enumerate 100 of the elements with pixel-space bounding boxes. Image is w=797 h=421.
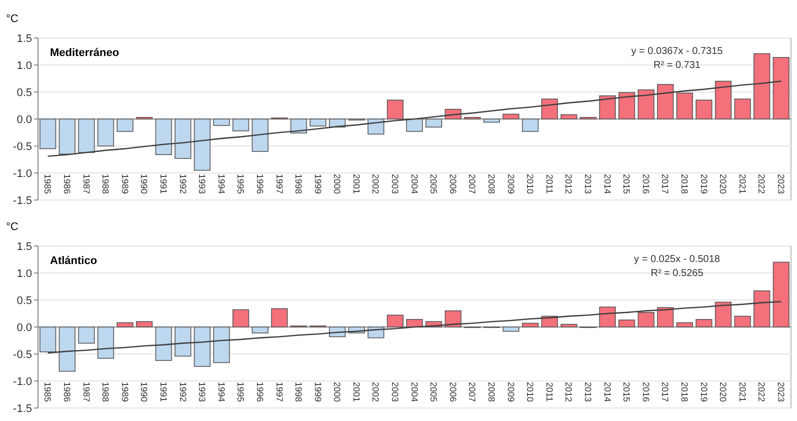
x-tick-label: 2019	[698, 382, 709, 402]
x-tick-label: 2019	[698, 174, 709, 194]
text: Atlántico	[50, 255, 98, 267]
x-tick-label: 1985	[42, 174, 53, 194]
bar	[618, 320, 636, 328]
bar	[386, 100, 404, 120]
bar	[290, 118, 308, 134]
bar	[174, 118, 192, 159]
bar	[696, 319, 712, 328]
bar	[522, 322, 539, 328]
bar	[522, 118, 539, 132]
bar	[599, 95, 616, 120]
x-tick-label: 2008	[486, 174, 497, 194]
bar	[772, 57, 790, 120]
x-tick-label: 2010	[525, 382, 536, 402]
bar	[40, 118, 56, 150]
x-tick-label: 1990	[139, 382, 150, 402]
x-tick-label: 2013	[583, 382, 594, 402]
x-tick-label: 2002	[370, 174, 381, 194]
x-tick-label: 1986	[62, 174, 72, 194]
x-tick-label: 1994	[216, 382, 226, 402]
x-tick-label: 1997	[274, 174, 284, 194]
x-tick-label: 2013	[583, 174, 594, 194]
bar	[657, 307, 674, 328]
bar	[444, 310, 462, 328]
x-tick-label: 2017	[660, 174, 670, 194]
x-tick-label: 2016	[640, 174, 651, 194]
x-tick-label: 2012	[564, 382, 574, 402]
x-tick-label: 2015	[622, 174, 632, 194]
x-tick-label: 2015	[622, 382, 632, 402]
x-tick-label: 2020	[718, 174, 728, 194]
y-axis-title: °C	[6, 221, 18, 233]
bar	[676, 322, 693, 328]
y-tick-label: 1.0	[16, 60, 32, 72]
bar	[368, 118, 384, 135]
bar	[174, 326, 192, 357]
bar	[425, 118, 442, 128]
bar	[310, 118, 326, 126]
x-tick-label: 2002	[370, 382, 381, 402]
x-tick-label: 1991	[158, 382, 168, 402]
bar	[754, 290, 770, 328]
bar	[638, 312, 654, 328]
x-tick-label: 1995	[236, 174, 246, 194]
bar	[155, 118, 172, 156]
x-tick-label: 1992	[178, 382, 188, 402]
y-tick-label: -0.5	[13, 140, 32, 153]
x-tick-label: 1985	[42, 382, 53, 402]
y-tick-label: -1.5	[13, 194, 32, 207]
bar	[406, 319, 423, 328]
y-tick-label: -0.5	[13, 348, 32, 361]
bar	[618, 92, 636, 120]
x-tick-label: 2006	[448, 174, 458, 194]
bar	[213, 118, 230, 126]
bar	[194, 326, 211, 367]
x-tick-label: 2000	[332, 382, 342, 402]
x-tick-label: 2004	[409, 174, 420, 194]
bar	[696, 100, 712, 120]
x-tick-label: 1999	[312, 174, 323, 194]
bar	[97, 118, 114, 146]
x-tick-label: 1994	[216, 174, 226, 194]
bar	[714, 80, 732, 120]
x-tick-label: 1988	[100, 174, 111, 194]
y-tick-label: 1.5	[16, 32, 32, 45]
x-tick-label: 1996	[254, 174, 265, 194]
bar	[560, 324, 578, 328]
bar	[252, 118, 268, 152]
x-tick-label: 1986	[62, 382, 72, 402]
x-tick-label: 1996	[254, 382, 265, 402]
x-tick-label: 1987	[81, 174, 92, 194]
bar	[502, 114, 520, 120]
x-tick-label: 1990	[139, 174, 150, 194]
y-tick-label: 0.0	[16, 114, 32, 126]
bar	[78, 118, 95, 153]
x-tick-label: 1992	[178, 174, 188, 194]
x-tick-label: 2020	[718, 382, 728, 402]
x-tick-label: 2022	[756, 174, 767, 194]
x-tick-label: 1987	[81, 382, 92, 402]
x-tick-label: 1995	[236, 382, 246, 402]
x-tick-label: 2009	[506, 382, 516, 402]
y-tick-label: -1.0	[13, 376, 32, 388]
x-tick-label: 2012	[564, 174, 574, 194]
bar	[213, 326, 230, 364]
x-tick-label: 1993	[197, 382, 208, 402]
bar	[502, 326, 520, 332]
x-tick-label: 2023	[776, 382, 786, 402]
x-tick-label: 1988	[100, 382, 111, 402]
bar	[560, 114, 578, 120]
x-tick-label: 1997	[274, 382, 284, 402]
text: Mediterráneo	[50, 47, 120, 59]
x-tick-label: 2014	[602, 382, 612, 402]
bar	[58, 118, 76, 154]
x-tick-label: 1989	[120, 174, 130, 194]
y-tick-label: 1.5	[16, 240, 32, 253]
x-tick-label: 2022	[756, 382, 767, 402]
bar	[676, 92, 693, 120]
x-tick-label: 2001	[351, 174, 362, 194]
x-tick-label: 2023	[776, 174, 786, 194]
y-tick-label: 0.5	[16, 86, 32, 99]
line-series	[47, 80, 782, 157]
bar	[58, 326, 76, 372]
